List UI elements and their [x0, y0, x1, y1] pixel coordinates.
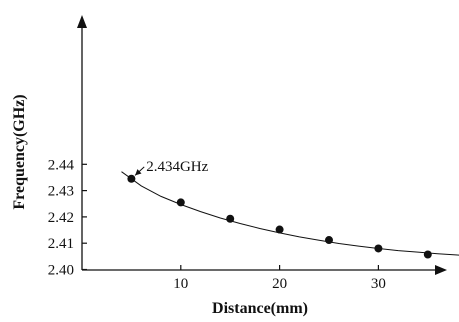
axes — [77, 15, 447, 275]
data-point — [226, 214, 235, 223]
data-point — [176, 198, 185, 207]
data-point — [275, 225, 284, 234]
data-points — [127, 174, 432, 259]
x-axis-title: Distance(mm) — [212, 300, 308, 317]
fit-curve — [121, 171, 459, 256]
annotation-label: 2.434GHz — [146, 159, 208, 175]
y-axis-arrow-icon — [77, 15, 87, 28]
data-point — [325, 236, 333, 245]
x-ticks: 10203040 — [173, 265, 386, 292]
data-point — [423, 250, 432, 259]
annotation-arrow-icon — [135, 169, 142, 176]
y-ticks: 2.40 2.41 2.42 2.43 2.44 — [48, 157, 87, 279]
y-tick-label: 2.41 — [48, 236, 74, 252]
y-axis-title: Frequency(GHz) — [11, 94, 28, 209]
data-point — [374, 244, 383, 253]
x-tick-label: 10 — [173, 276, 188, 292]
x-tick-label: 20 — [272, 276, 287, 292]
data-point — [127, 174, 136, 183]
y-tick-label: 2.43 — [48, 184, 74, 200]
y-tick-label: 2.44 — [48, 157, 75, 173]
y-tick-label: 2.42 — [48, 210, 74, 226]
y-tick-label: 2.40 — [48, 263, 74, 279]
annotations: 2.434GHz2.406GHz — [134, 159, 209, 176]
x-tick-label: 30 — [371, 276, 386, 292]
x-axis-arrow-icon — [435, 265, 447, 275]
